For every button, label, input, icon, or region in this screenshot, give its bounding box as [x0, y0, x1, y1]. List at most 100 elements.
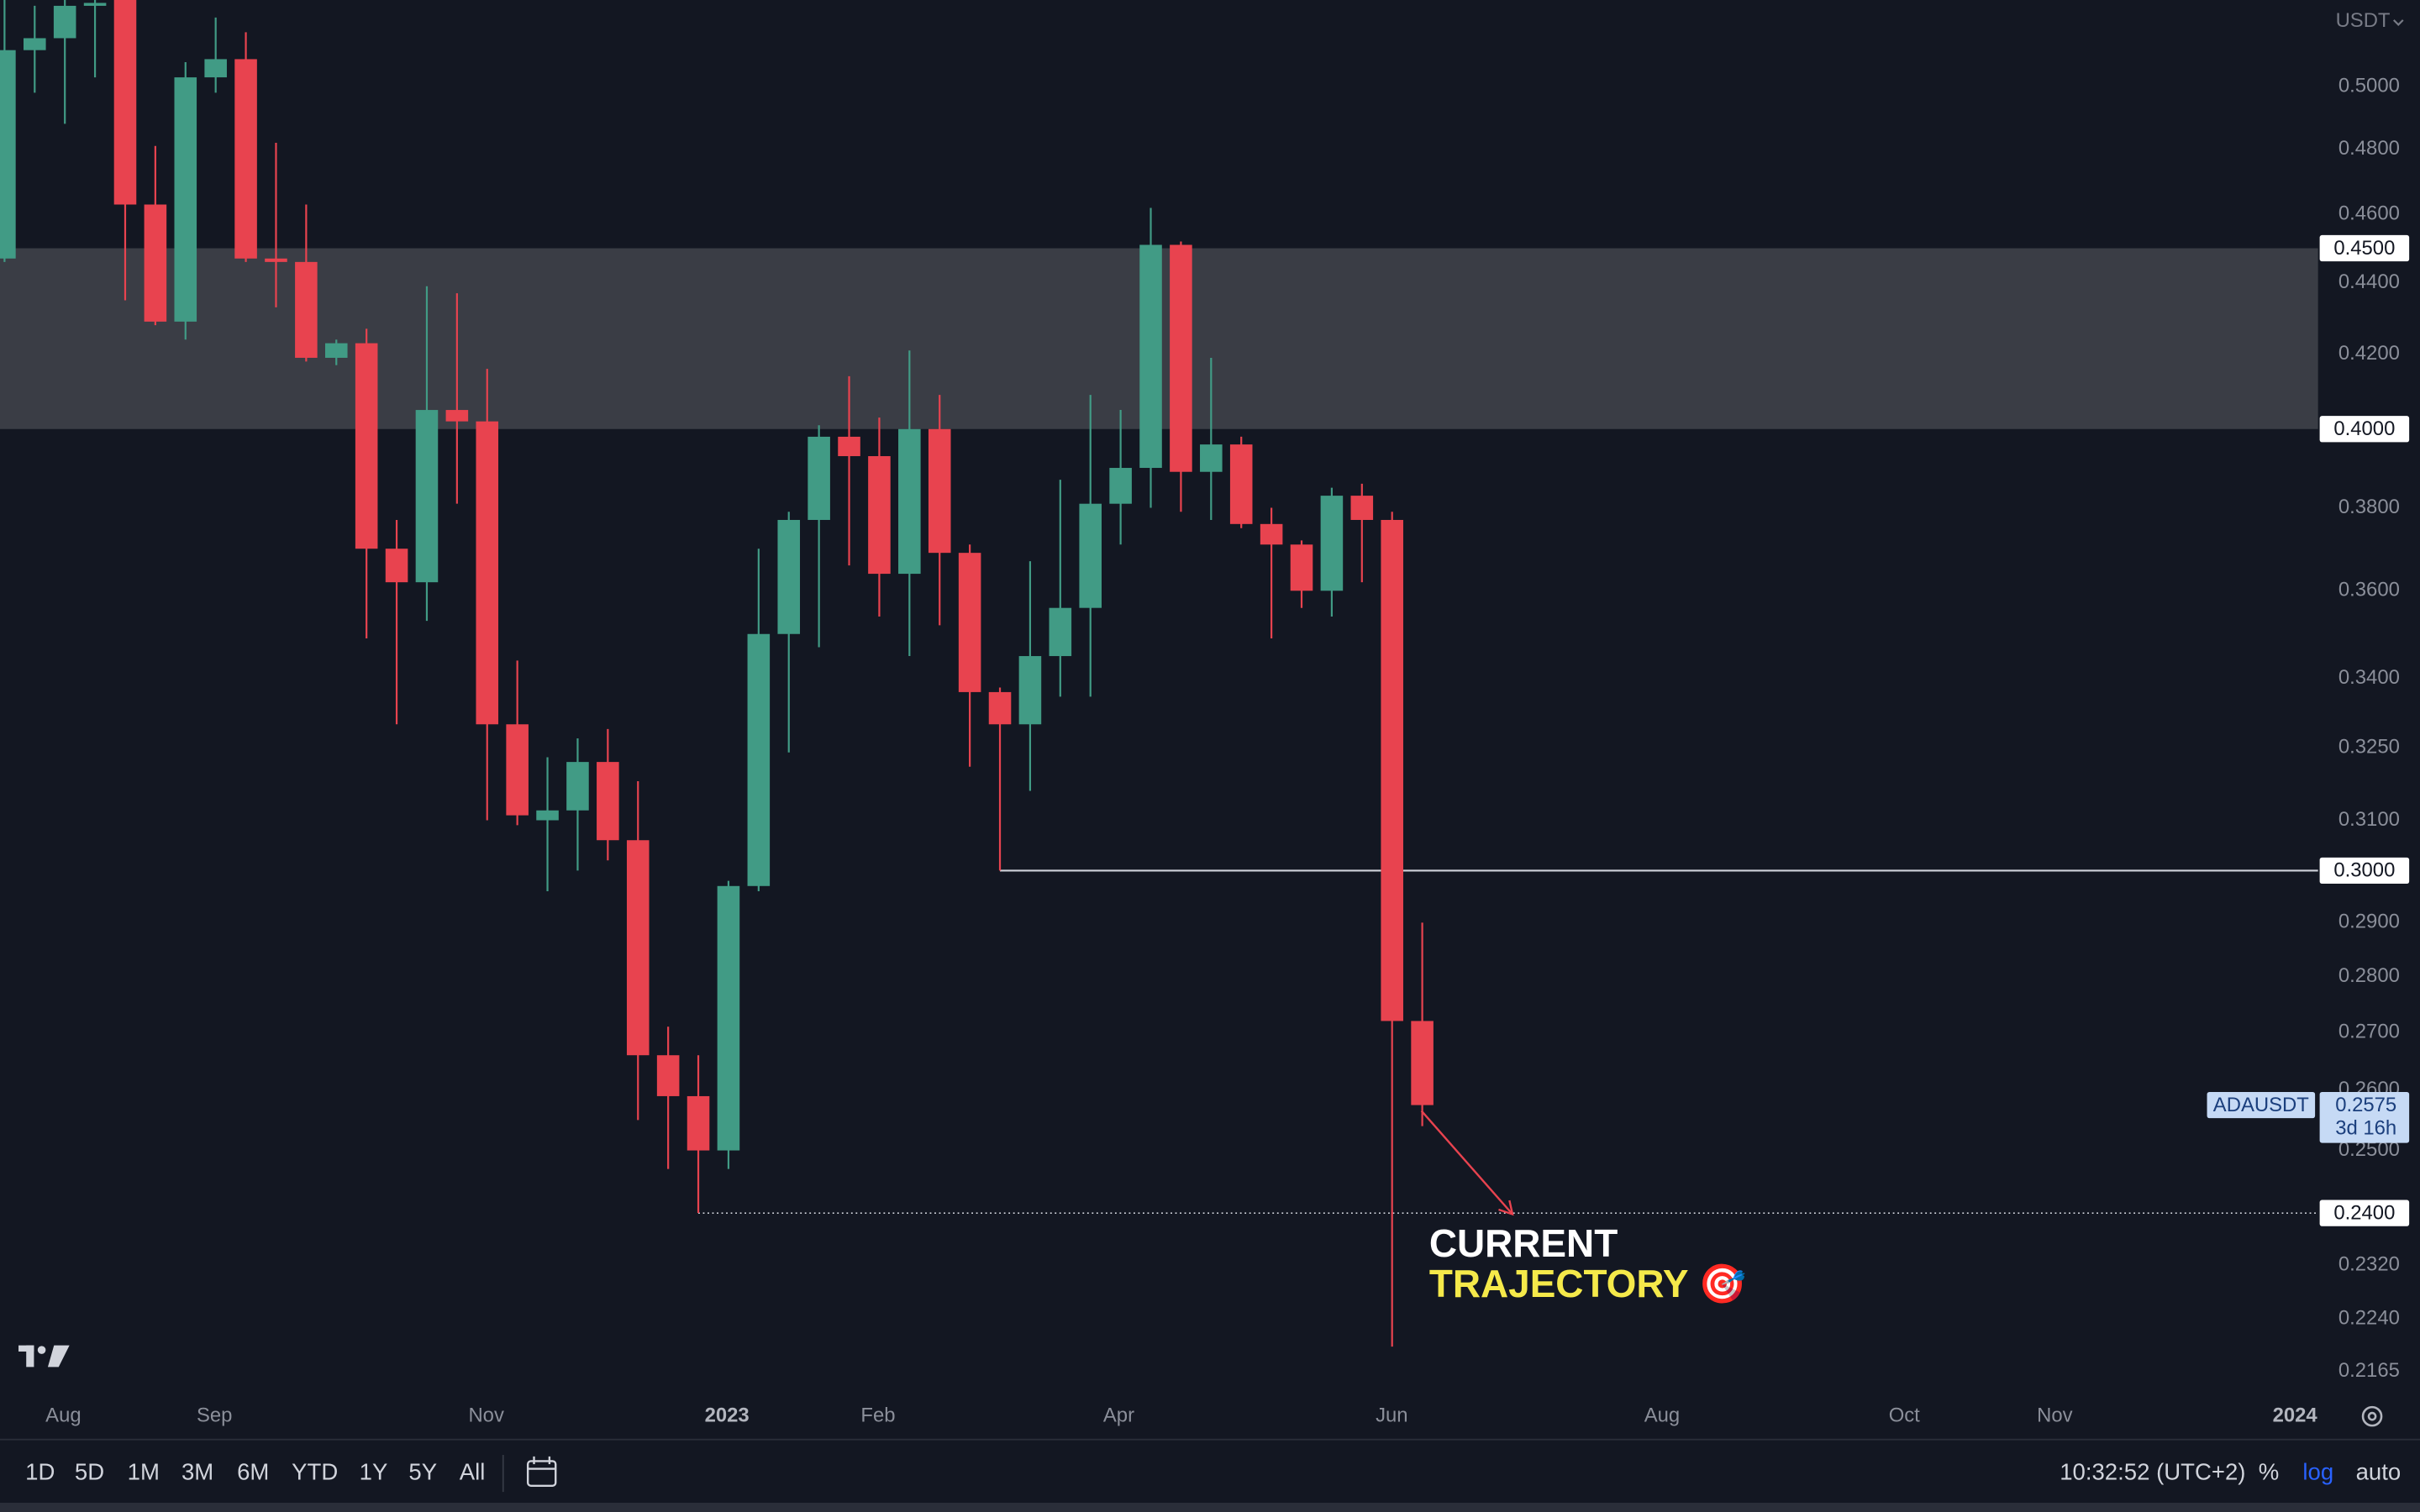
scale-option[interactable]: log	[2302, 1458, 2333, 1484]
candle-body	[777, 519, 801, 634]
candle-body	[1260, 523, 1283, 545]
annotation-text: TRAJECTORY 🎯	[1429, 1262, 1747, 1305]
y-tick-label: 0.4200	[2338, 342, 2400, 365]
settings-icon[interactable]	[2361, 1405, 2383, 1427]
candle-body	[265, 258, 287, 262]
candle-body	[144, 204, 167, 322]
clock[interactable]: 10:32:52 (UTC+2)	[2060, 1458, 2245, 1484]
candle-body	[1200, 444, 1223, 472]
candle-body	[536, 810, 559, 821]
goto-date-icon[interactable]	[526, 1456, 557, 1487]
y-tick-label: 0.4800	[2338, 137, 2400, 160]
y-tick-label: 0.3800	[2338, 496, 2400, 518]
y-tick-label: 0.3250	[2338, 735, 2400, 758]
candle-body	[204, 59, 227, 78]
candle-body	[747, 633, 771, 886]
range-button[interactable]: 1Y	[360, 1458, 388, 1484]
candle-body	[506, 724, 529, 816]
range-button[interactable]: 1M	[128, 1458, 160, 1484]
candle-body	[838, 436, 860, 457]
range-button[interactable]: 5Y	[408, 1458, 437, 1484]
candle-body	[1381, 519, 1403, 1021]
zone-top-label-box	[2319, 234, 2410, 262]
candle-body	[234, 59, 257, 259]
currency-chevron[interactable]	[2392, 19, 2404, 26]
x-tick-label: Aug	[45, 1404, 81, 1426]
candle-body	[355, 343, 378, 549]
candle-body	[324, 343, 348, 358]
level-label-box	[2319, 1200, 2410, 1226]
candle-body	[1170, 244, 1192, 472]
range-button[interactable]: All	[460, 1458, 486, 1484]
candle-body	[415, 410, 439, 583]
range-button[interactable]: YTD	[292, 1458, 338, 1484]
candle-body	[1049, 607, 1072, 657]
last-price-text: 0.2575	[2335, 1094, 2396, 1116]
x-tick-label: 2023	[705, 1404, 750, 1426]
range-button[interactable]: 5D	[75, 1458, 104, 1484]
candle-body	[0, 50, 16, 259]
candle-body	[1139, 244, 1162, 469]
candle-body	[53, 5, 76, 39]
candle-body	[1350, 496, 1374, 520]
zone-bottom-label-box	[2319, 416, 2410, 443]
candle-body	[1290, 544, 1313, 591]
candle-body	[174, 77, 197, 322]
candle-body	[626, 840, 650, 1056]
candle-body	[476, 421, 499, 725]
candle-body	[1229, 444, 1253, 524]
scale-option[interactable]: %	[2259, 1458, 2280, 1484]
x-tick-label: Aug	[1644, 1404, 1680, 1426]
candle-body	[113, 0, 137, 205]
level-label-text: 0.3000	[2333, 859, 2395, 882]
candle-body	[958, 553, 981, 692]
candle-body	[1018, 656, 1042, 725]
symbol-box	[2207, 1091, 2316, 1119]
x-tick-label: Feb	[860, 1404, 895, 1426]
candle-body	[988, 691, 1012, 725]
range-button[interactable]: 6M	[237, 1458, 269, 1484]
candle-body	[295, 261, 318, 358]
candle-body	[928, 428, 951, 554]
level-label-box	[2319, 857, 2410, 885]
y-tick-label: 0.2165	[2338, 1359, 2400, 1382]
candle-body	[566, 762, 589, 811]
y-tick-label: 0.2900	[2338, 911, 2400, 933]
annotation-text: CURRENT	[1429, 1221, 1618, 1265]
x-tick-label: Nov	[468, 1404, 503, 1426]
candle-body	[24, 38, 46, 50]
zone-bottom-label-text: 0.4000	[2333, 417, 2395, 440]
level-label-text: 0.2400	[2333, 1201, 2395, 1224]
y-tick-label: 0.4600	[2338, 202, 2400, 225]
candle-body	[385, 549, 408, 583]
y-tick-label: 0.2240	[2338, 1307, 2400, 1330]
range-button[interactable]: 3M	[182, 1458, 213, 1484]
candle-body	[808, 436, 830, 520]
range-button[interactable]: 1D	[25, 1458, 55, 1484]
x-tick-label: Oct	[1889, 1404, 1920, 1426]
currency-label[interactable]: USDT	[2336, 9, 2391, 32]
bottom-strip	[0, 1502, 2420, 1512]
candle-body	[1109, 468, 1132, 504]
plot-area	[0, 0, 2318, 1347]
candle-body	[1079, 503, 1102, 608]
y-tick-label: 0.4400	[2338, 270, 2400, 293]
y-tick-label: 0.2320	[2338, 1252, 2400, 1275]
candle-body	[687, 1095, 710, 1151]
scale-option[interactable]: auto	[2356, 1458, 2402, 1484]
candle-body	[1411, 1021, 1434, 1105]
y-tick-label: 0.2700	[2338, 1020, 2400, 1042]
y-tick-label: 0.3600	[2338, 579, 2400, 601]
logo[interactable]	[18, 1345, 70, 1368]
y-tick-label: 0.3400	[2338, 666, 2400, 689]
x-tick-label: Sep	[197, 1404, 232, 1426]
candle-body	[83, 3, 107, 6]
y-tick-label: 0.3100	[2338, 808, 2400, 831]
candle-body	[898, 428, 921, 575]
candle-body	[1320, 496, 1344, 591]
zone-top-label-text: 0.4500	[2333, 237, 2395, 260]
y-tick-label: 0.2800	[2338, 964, 2400, 987]
candle-body	[868, 456, 891, 575]
symbol-text: ADAUSDT	[2213, 1094, 2309, 1116]
